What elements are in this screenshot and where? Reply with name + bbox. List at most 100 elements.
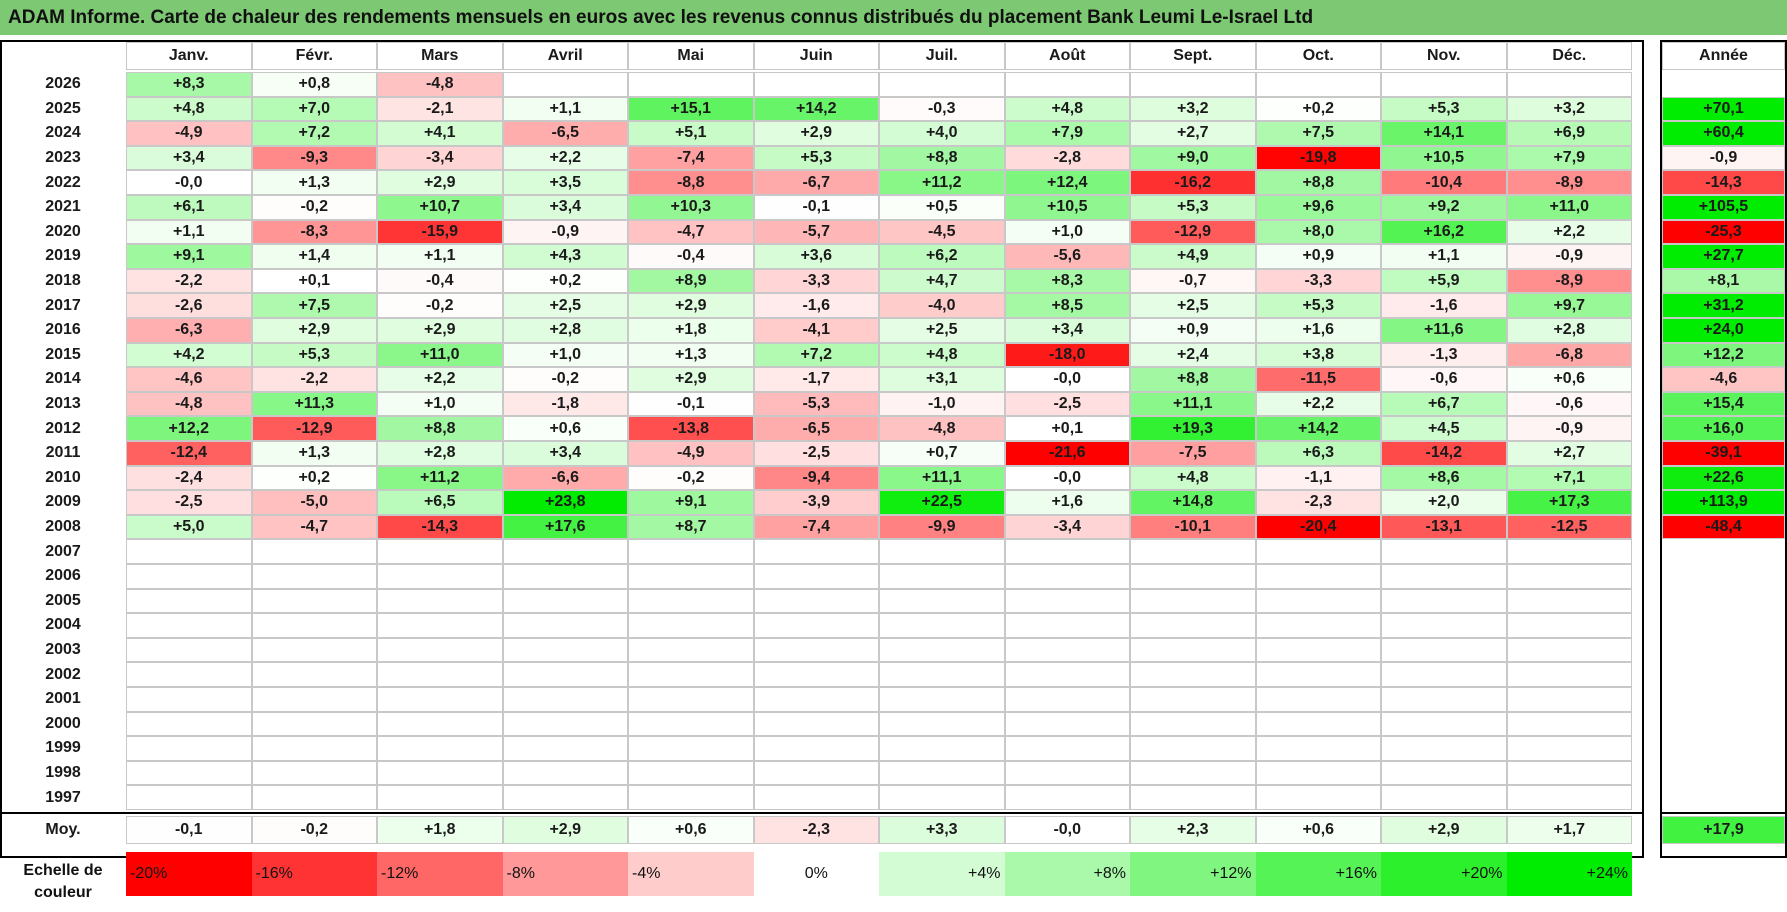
heat-cell: -0,9 xyxy=(1506,416,1632,441)
color-scale-swatch: -20% xyxy=(126,852,252,896)
heat-cell xyxy=(502,662,628,687)
heat-cell: -2,6 xyxy=(126,293,252,318)
annual-cell: +60,4 xyxy=(1662,121,1785,146)
heat-cell: -9,4 xyxy=(753,465,879,491)
heat-cell: +1,1 xyxy=(1381,244,1507,269)
annual-cell: +22,6 xyxy=(1662,465,1785,491)
average-cell: +0,6 xyxy=(628,816,754,844)
heat-cell: +4,8 xyxy=(1130,465,1256,491)
heat-cell: -6,3 xyxy=(126,318,252,343)
annual-cell: -0,9 xyxy=(1662,145,1785,171)
heat-cell xyxy=(628,687,754,712)
heat-cell xyxy=(1506,588,1632,614)
heat-cell xyxy=(251,785,377,810)
heat-cell xyxy=(1506,613,1632,638)
year-label: 2011 xyxy=(45,444,81,462)
heat-cell: +0,2 xyxy=(1255,96,1381,122)
heat-cell: -13,8 xyxy=(628,416,754,441)
heat-cell: +1,4 xyxy=(251,244,377,269)
heat-cell xyxy=(502,564,628,589)
heat-cell: -2,2 xyxy=(251,367,377,392)
annual-cell: +15,4 xyxy=(1662,391,1785,417)
heat-cell xyxy=(1506,662,1632,687)
color-scale-swatch: +12% xyxy=(1130,852,1256,896)
heat-cell xyxy=(1004,662,1130,687)
color-scale-swatch: +4% xyxy=(879,852,1005,896)
month-header: Oct. xyxy=(1255,42,1381,70)
year-header: Année xyxy=(1662,42,1785,70)
heat-cell: -0,4 xyxy=(377,268,503,294)
heat-cell: +7,2 xyxy=(251,121,377,146)
heat-cell: -18,0 xyxy=(1004,342,1130,368)
heat-cell: +10,5 xyxy=(1004,195,1130,220)
heat-cell: -3,9 xyxy=(753,490,879,515)
heat-cell: -0,9 xyxy=(502,219,628,245)
heat-cell xyxy=(1130,785,1256,810)
heat-cell xyxy=(251,613,377,638)
heat-cell: +19,3 xyxy=(1130,416,1256,441)
heat-cell xyxy=(251,687,377,712)
heat-cell: -0,6 xyxy=(1506,391,1632,417)
annual-cell: -39,1 xyxy=(1662,441,1785,466)
heat-cell: -4,7 xyxy=(251,514,377,540)
annual-cell: +113,9 xyxy=(1662,490,1785,515)
heat-cell: -1,8 xyxy=(502,391,628,417)
heat-cell xyxy=(502,72,628,97)
heat-cell: +16,2 xyxy=(1381,219,1507,245)
heat-cell xyxy=(1004,564,1130,589)
heat-cell xyxy=(251,637,377,663)
average-separator xyxy=(1660,812,1787,814)
heat-cell: +1,3 xyxy=(628,342,754,368)
year-label: 2008 xyxy=(45,518,81,536)
heat-cell: +0,2 xyxy=(502,268,628,294)
heat-cell: +10,5 xyxy=(1381,145,1507,171)
annual-cell xyxy=(1662,539,1785,564)
month-header: Août xyxy=(1004,42,1130,70)
heat-cell xyxy=(1506,785,1632,810)
heat-cell xyxy=(879,785,1005,810)
heat-cell xyxy=(377,711,503,737)
heat-cell: +8,5 xyxy=(1004,293,1130,318)
heat-cell: -7,4 xyxy=(753,514,879,540)
heat-cell: +9,7 xyxy=(1506,293,1632,318)
heat-cell xyxy=(251,588,377,614)
heat-cell: +9,2 xyxy=(1381,195,1507,220)
heat-cell xyxy=(126,736,252,761)
heat-cell xyxy=(753,760,879,786)
annual-cell: +12,2 xyxy=(1662,342,1785,368)
heat-cell xyxy=(1255,736,1381,761)
year-label: 2021 xyxy=(45,198,81,216)
heat-cell: -2,5 xyxy=(126,490,252,515)
heat-cell xyxy=(126,687,252,712)
heat-cell: +7,9 xyxy=(1506,145,1632,171)
heat-cell: -4,7 xyxy=(628,219,754,245)
heat-cell: -10,4 xyxy=(1381,170,1507,195)
heat-cell xyxy=(753,539,879,564)
heat-cell: -10,1 xyxy=(1130,514,1256,540)
heat-cell xyxy=(251,711,377,737)
annual-cell: -4,6 xyxy=(1662,367,1785,392)
heat-cell xyxy=(628,760,754,786)
annual-cell: +105,5 xyxy=(1662,195,1785,220)
heat-cell: +14,8 xyxy=(1130,490,1256,515)
heat-cell xyxy=(879,736,1005,761)
heat-cell: +8,8 xyxy=(1130,367,1256,392)
heat-cell xyxy=(753,736,879,761)
heat-cell xyxy=(126,588,252,614)
heat-cell: -3,3 xyxy=(753,268,879,294)
heat-cell xyxy=(377,637,503,663)
heat-cell xyxy=(1255,564,1381,589)
heat-cell xyxy=(377,736,503,761)
heat-cell: -9,3 xyxy=(251,145,377,171)
heat-cell: +9,1 xyxy=(126,244,252,269)
heat-cell: -4,8 xyxy=(377,72,503,97)
heat-cell: +1,0 xyxy=(1004,219,1130,245)
heat-cell: +11,2 xyxy=(879,170,1005,195)
annual-cell: -14,3 xyxy=(1662,170,1785,195)
heat-cell xyxy=(753,711,879,737)
average-cell: +1,8 xyxy=(377,816,503,844)
year-label: 2006 xyxy=(45,567,81,585)
heat-cell: +3,4 xyxy=(502,441,628,466)
heat-cell: +5,3 xyxy=(1381,96,1507,122)
heat-cell: +8,3 xyxy=(1004,268,1130,294)
